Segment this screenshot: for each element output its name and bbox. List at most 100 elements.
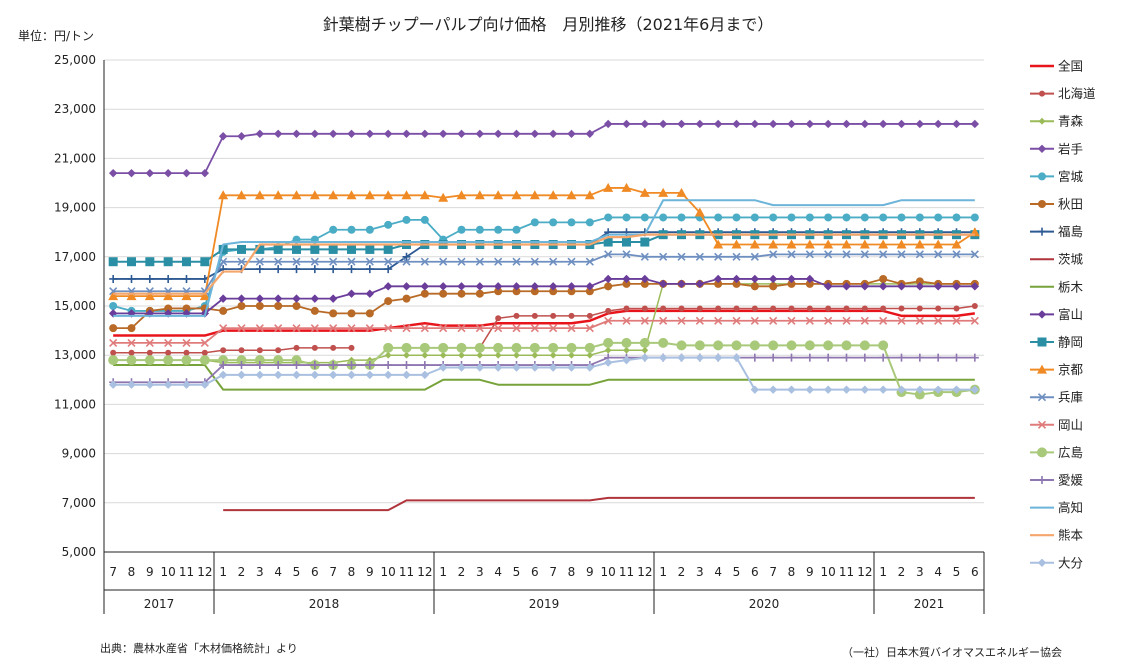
legend-item: 愛媛 <box>1030 473 1084 488</box>
data-point <box>805 353 814 362</box>
data-point <box>731 340 742 351</box>
data-point <box>181 291 192 301</box>
data-point <box>511 342 522 353</box>
x-tick-label: 1 <box>879 565 887 579</box>
legend-label: 北海道 <box>1058 86 1096 101</box>
data-point <box>823 282 833 291</box>
data-point <box>182 380 191 389</box>
data-point <box>512 287 521 296</box>
data-point <box>347 244 356 254</box>
data-point <box>842 213 851 222</box>
data-point <box>384 351 392 359</box>
data-point <box>255 302 264 310</box>
data-point <box>292 361 301 370</box>
data-point <box>109 274 118 283</box>
legend-label: 広島 <box>1058 445 1083 460</box>
data-point <box>714 279 723 288</box>
data-point <box>256 347 263 354</box>
data-point <box>420 370 430 380</box>
x-tick-label: 4 <box>714 565 722 579</box>
data-point <box>548 282 558 291</box>
series-4 <box>108 119 980 178</box>
data-point <box>255 294 265 303</box>
data-point <box>181 355 192 366</box>
data-point <box>329 265 338 274</box>
series-14 <box>109 316 979 347</box>
data-point <box>401 342 412 353</box>
x-tick-label: 7 <box>549 565 557 579</box>
data-point <box>310 324 319 333</box>
data-point <box>841 340 852 351</box>
data-point <box>383 282 393 291</box>
data-point <box>365 225 374 234</box>
data-point <box>915 250 924 259</box>
data-point <box>622 355 631 365</box>
data-point <box>658 337 669 348</box>
data-point <box>255 257 264 266</box>
data-point <box>330 344 337 351</box>
data-point <box>879 250 888 259</box>
data-point <box>328 294 338 303</box>
series-12 <box>108 182 980 301</box>
data-point <box>494 257 503 266</box>
data-point <box>622 279 631 288</box>
data-point <box>825 305 832 312</box>
data-point <box>273 355 284 366</box>
data-point <box>970 250 979 259</box>
x-tick-label: 6 <box>311 565 319 579</box>
data-point <box>329 309 338 318</box>
data-point <box>512 363 521 372</box>
data-point <box>365 257 374 266</box>
data-point <box>255 244 265 254</box>
data-point <box>183 349 190 356</box>
legend-item: 青森 <box>1030 114 1084 129</box>
data-point <box>860 119 870 129</box>
data-point <box>457 324 466 333</box>
data-point <box>695 252 704 261</box>
data-point <box>420 289 429 298</box>
y-tick-label: 21,000 <box>54 151 96 165</box>
legend-marker <box>1037 447 1047 458</box>
series-18 <box>113 233 975 295</box>
data-point <box>622 119 631 129</box>
data-point <box>219 324 228 333</box>
data-point <box>750 213 759 222</box>
data-point <box>603 274 613 284</box>
year-label: 2017 <box>144 597 175 611</box>
data-point <box>604 213 613 222</box>
data-point <box>640 316 649 325</box>
data-point <box>402 361 411 370</box>
series-line <box>113 187 976 298</box>
y-tick-label: 19,000 <box>54 201 96 215</box>
data-point <box>200 168 210 178</box>
data-point <box>787 213 796 222</box>
data-point <box>787 119 796 129</box>
data-point <box>529 190 540 200</box>
data-point <box>622 316 631 325</box>
data-point <box>144 291 155 301</box>
data-point <box>860 316 869 325</box>
data-point <box>384 297 393 306</box>
data-point <box>768 119 778 129</box>
data-point <box>238 347 245 354</box>
x-tick-label: 11 <box>179 565 194 579</box>
data-point <box>530 282 540 291</box>
data-point <box>328 370 338 380</box>
data-point <box>438 282 448 291</box>
data-point <box>915 353 924 362</box>
data-point <box>237 294 246 303</box>
data-point <box>768 274 778 284</box>
legend-item: 宮城 <box>1030 169 1084 184</box>
data-point <box>310 294 320 303</box>
data-point <box>292 257 301 266</box>
data-point <box>567 257 576 266</box>
data-point <box>255 129 265 138</box>
legend-label: 岡山 <box>1058 417 1083 432</box>
data-point <box>604 250 613 259</box>
data-point <box>292 302 301 310</box>
data-point <box>273 129 283 138</box>
series-8 <box>223 496 975 512</box>
data-point <box>715 305 722 312</box>
data-point <box>254 355 265 366</box>
data-point <box>750 316 759 325</box>
